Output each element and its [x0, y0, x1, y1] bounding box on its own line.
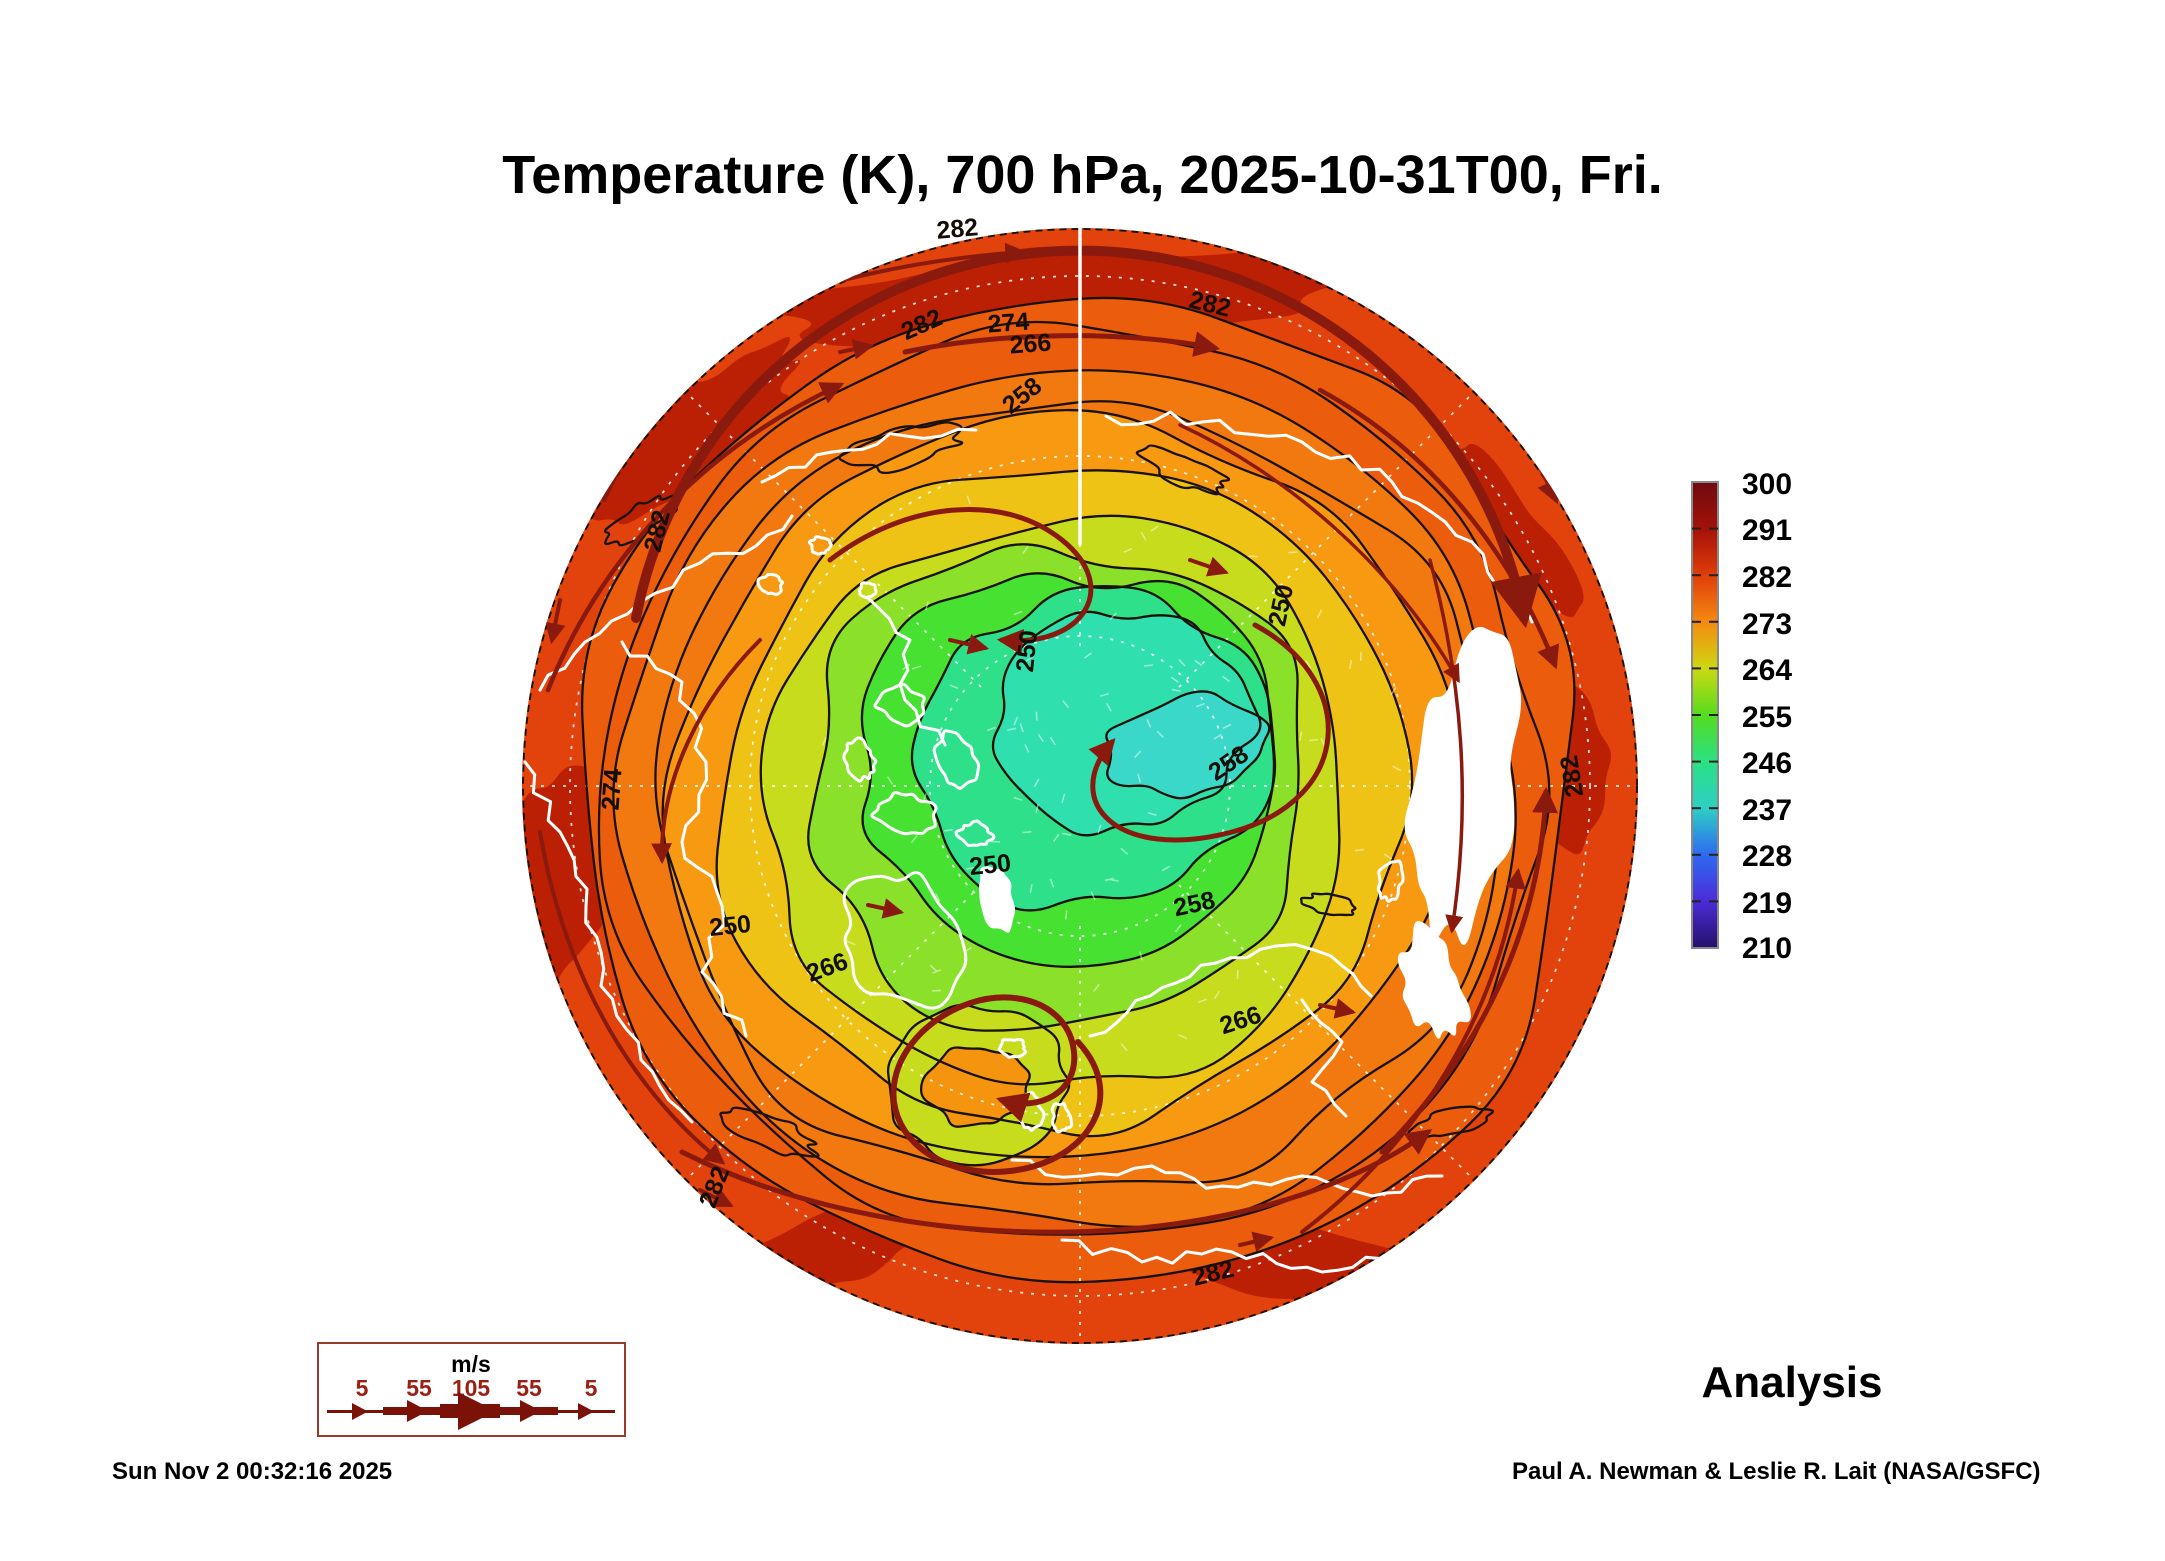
colorbar-tick-label: 291	[1742, 514, 1792, 547]
wind-speed-legend: m/s 5 55 105 55 5	[317, 1342, 626, 1437]
colorbar-tick-label: 300	[1742, 468, 1792, 501]
colorbar-labels: 300 291 282 273 264 255 246 237 228 219 …	[1742, 468, 1792, 965]
timestamp-text: Sun Nov 2 00:32:16 2025	[112, 1458, 393, 1485]
analysis-label: Analysis	[1701, 1358, 1883, 1407]
wind-speed-value: 55	[516, 1375, 542, 1401]
figure-title: Temperature (K), 700 hPa, 2025-10-31T00,…	[502, 145, 1663, 205]
colorbar-tick-label: 255	[1742, 701, 1792, 734]
colorbar-tick-label: 264	[1742, 654, 1792, 687]
colorbar: 300 291 282 273 264 255 246 237 228 219 …	[1691, 468, 1792, 965]
colorbar-ticks	[1692, 527, 1718, 903]
wind-speed-value: 55	[406, 1375, 432, 1401]
contour-label: 274	[597, 768, 628, 812]
colorbar-tick-label: 282	[1742, 561, 1792, 594]
contour-label: 266	[1009, 329, 1053, 360]
colorbar-tick-label: 210	[1742, 932, 1792, 965]
wind-tick-texture	[821, 495, 1402, 1052]
wind-speed-value: 105	[452, 1375, 491, 1401]
colorbar-tick-label: 228	[1742, 840, 1792, 873]
wind-legend-unit: m/s	[451, 1351, 491, 1377]
contour-label: 250	[968, 849, 1012, 881]
map-clip-group	[522, 228, 1638, 1344]
wind-speed-value: 5	[585, 1375, 598, 1401]
credit-text: Paul A. Newman & Leslie R. Lait (NASA/GS…	[1512, 1458, 2041, 1485]
wind-speed-value: 5	[356, 1375, 369, 1401]
contour-label: 282	[935, 213, 979, 245]
contour-label: 282	[1555, 753, 1589, 799]
colorbar-tick-label: 273	[1742, 608, 1792, 641]
colorbar-tick-label: 219	[1742, 887, 1792, 920]
colorbar-tick-label: 246	[1742, 747, 1792, 780]
contour-label: 274	[987, 308, 1031, 339]
contour-label: 250	[1011, 629, 1043, 673]
graticule	[524, 230, 1636, 1342]
colorbar-tick-label: 237	[1742, 794, 1792, 827]
wind-scale-arrow-glyph	[327, 1392, 615, 1430]
coastlines	[523, 410, 1534, 1274]
contour-label: 250	[708, 910, 752, 942]
